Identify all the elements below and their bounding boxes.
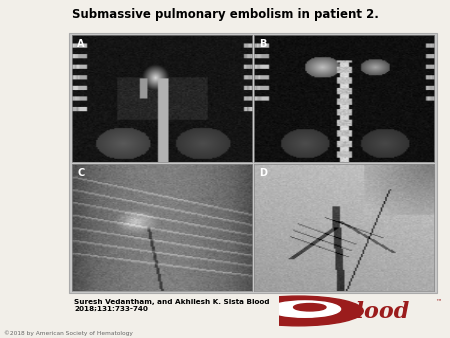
Text: B: B [260,39,267,49]
Text: blood: blood [341,301,410,323]
Circle shape [269,301,341,317]
Circle shape [234,296,363,326]
Text: C: C [77,168,85,177]
Text: Submassive pulmonary embolism in patient 2.: Submassive pulmonary embolism in patient… [72,8,378,21]
Circle shape [293,304,326,311]
Text: ™: ™ [435,300,441,305]
Text: ©2018 by American Society of Hematology: ©2018 by American Society of Hematology [4,331,132,336]
Text: Suresh Vedantham, and Akhilesh K. Sista Blood
2018;131:733-740: Suresh Vedantham, and Akhilesh K. Sista … [74,299,270,312]
Text: A: A [77,39,85,49]
Text: D: D [260,168,267,177]
